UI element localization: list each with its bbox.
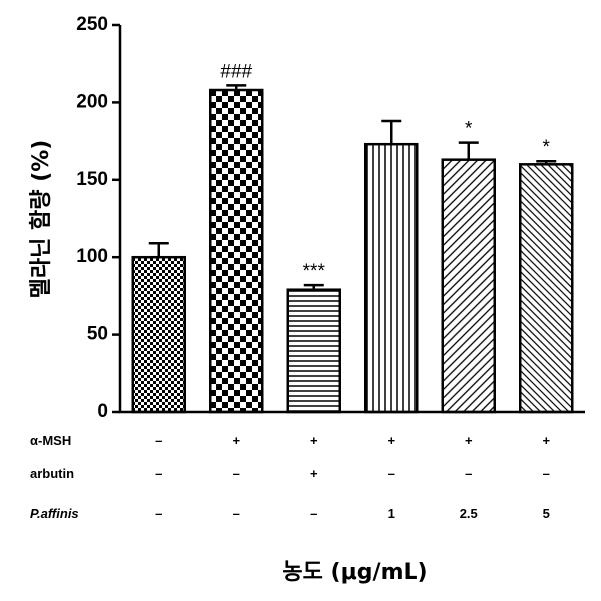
table-cell: – <box>310 506 317 521</box>
table-cell: + <box>387 433 395 448</box>
table-cell: – <box>155 433 162 448</box>
table-row-label: α-MSH <box>30 433 71 448</box>
table-row-label: arbutin <box>30 466 74 481</box>
significance-label: ### <box>220 61 252 82</box>
table-cell: – <box>465 466 472 481</box>
table-cell: + <box>465 433 473 448</box>
bar <box>288 290 340 412</box>
y-tick-label: 0 <box>97 401 108 422</box>
bar <box>443 160 495 412</box>
y-tick-label: 150 <box>76 169 108 190</box>
y-tick-label: 100 <box>76 246 108 267</box>
table-cell: + <box>232 433 240 448</box>
y-tick-label: 50 <box>87 324 108 345</box>
table-cell: – <box>155 506 162 521</box>
table-cell: – <box>233 506 240 521</box>
significance-label: *** <box>303 261 326 282</box>
y-tick-label: 250 <box>76 14 108 35</box>
table-cell: – <box>155 466 162 481</box>
table-cell: + <box>310 466 318 481</box>
table-cell: – <box>543 466 550 481</box>
table-cell: 5 <box>543 506 550 521</box>
table-cell: + <box>310 433 318 448</box>
bar <box>210 90 262 412</box>
table-cell: 2.5 <box>460 506 478 521</box>
table-cell: – <box>388 466 395 481</box>
significance-label: * <box>543 137 551 158</box>
significance-label: * <box>465 119 473 140</box>
x-axis-title: 농도 (μg/mL) <box>282 560 427 585</box>
y-axis-title: 멜라닌 함량 (%) <box>29 140 54 299</box>
table-row-label: P.affinis <box>30 506 79 521</box>
bar <box>365 144 417 412</box>
table-cell: – <box>233 466 240 481</box>
table-cell: + <box>542 433 550 448</box>
y-tick-label: 200 <box>76 91 108 112</box>
bar <box>520 164 572 412</box>
bar <box>133 257 185 412</box>
table-cell: 1 <box>388 506 395 521</box>
